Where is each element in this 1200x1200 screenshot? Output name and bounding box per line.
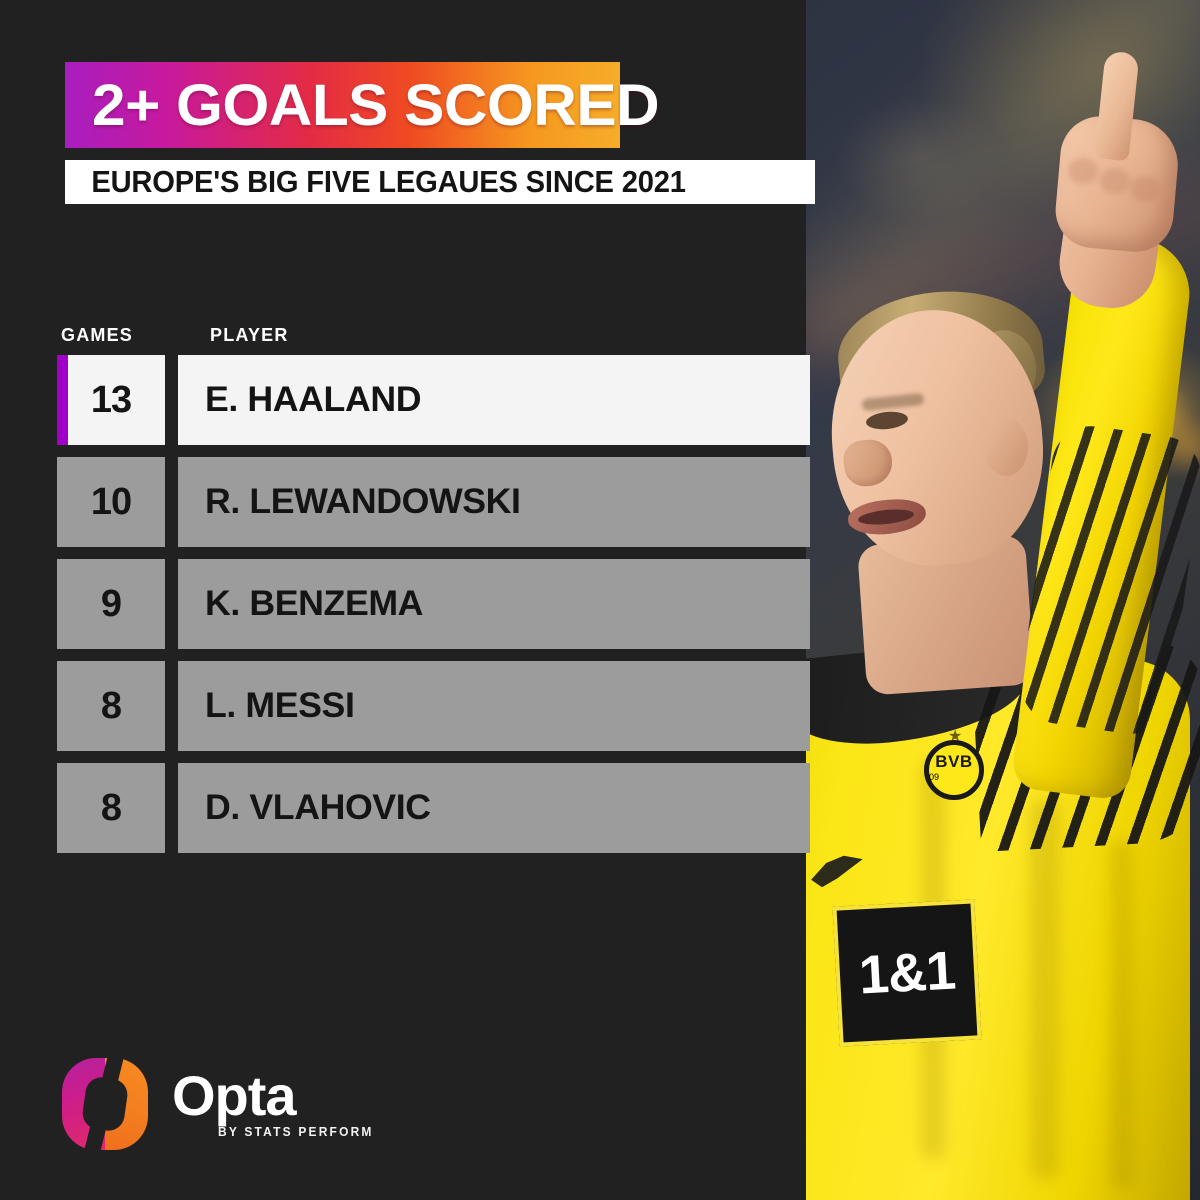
- games-value: 8: [100, 786, 122, 829]
- table-row[interactable]: 8 L. MESSI: [57, 661, 810, 751]
- knuckle-2: [1100, 168, 1130, 194]
- crest-label: BVB: [935, 752, 973, 771]
- games-cell: 13: [57, 355, 165, 445]
- player-name: D. VLAHOVIC: [205, 788, 431, 827]
- player-name: K. BENZEMA: [205, 584, 424, 623]
- page-subtitle: EUROPE'S BIG FIVE LEGAUES SINCE 2021: [91, 164, 686, 199]
- opta-tagline: BY STATS PERFORM: [218, 1123, 374, 1139]
- bvb-crest-icon: BVB 09: [924, 740, 984, 800]
- sponsor-label: 1&1: [857, 940, 957, 1006]
- games-value: 10: [90, 480, 132, 523]
- column-header-player: PLAYER: [182, 325, 782, 346]
- subtitle-banner: EUROPE'S BIG FIVE LEGAUES SINCE 2021: [65, 160, 815, 204]
- games-cell: 10: [57, 457, 165, 547]
- games-cell: 9: [57, 559, 165, 649]
- title-banner: 2+ GOALS SCORED: [65, 62, 660, 148]
- stats-table: GAMES PLAYER 13 E. HAALAND 10 R. LEWANDO…: [57, 325, 810, 865]
- jersey-sponsor-patch: 1&1: [832, 899, 982, 1047]
- opta-mark-icon: [62, 1049, 148, 1159]
- player-cell: E. HAALAND: [178, 355, 810, 445]
- table-row[interactable]: 13 E. HAALAND: [57, 355, 810, 445]
- table-row[interactable]: 8 D. VLAHOVIC: [57, 763, 810, 853]
- table-row[interactable]: 10 R. LEWANDOWSKI: [57, 457, 810, 547]
- player-cell: D. VLAHOVIC: [178, 763, 810, 853]
- jersey-fold-2: [1030, 800, 1060, 1180]
- player-name: R. LEWANDOWSKI: [205, 482, 521, 521]
- player-header-label: PLAYER: [210, 325, 289, 345]
- player-name: E. HAALAND: [205, 380, 422, 419]
- crest-star-icon: ★: [948, 728, 963, 745]
- table-row[interactable]: 9 K. BENZEMA: [57, 559, 810, 649]
- games-value: 9: [100, 582, 122, 625]
- games-value: 8: [100, 684, 122, 727]
- games-header-label: GAMES: [61, 325, 134, 345]
- table-header-row: GAMES PLAYER: [57, 325, 810, 355]
- player-ear: [984, 418, 1028, 476]
- opta-wordmark: Opta BY STATS PERFORM: [172, 1063, 387, 1139]
- knuckle-1: [1068, 158, 1098, 184]
- player-cell: K. BENZEMA: [178, 559, 810, 649]
- jersey-fold-3: [1110, 840, 1134, 1190]
- player-photo: BVB 09 ★ 1&1: [800, 0, 1200, 1200]
- knuckle-3: [1130, 176, 1160, 202]
- games-cell: 8: [57, 763, 165, 853]
- rank-accent-bar: [57, 355, 68, 445]
- games-cell: 8: [57, 661, 165, 751]
- games-value: 13: [90, 378, 132, 421]
- player-cell: L. MESSI: [178, 661, 810, 751]
- player-cell: R. LEWANDOWSKI: [178, 457, 810, 547]
- player-name: L. MESSI: [205, 686, 355, 725]
- crest-year: 09: [929, 772, 940, 782]
- opta-logo: Opta BY STATS PERFORM: [62, 1049, 387, 1159]
- opta-name: Opta: [172, 1063, 297, 1127]
- column-header-games: GAMES: [57, 325, 182, 346]
- page-title: 2+ GOALS SCORED: [92, 72, 660, 138]
